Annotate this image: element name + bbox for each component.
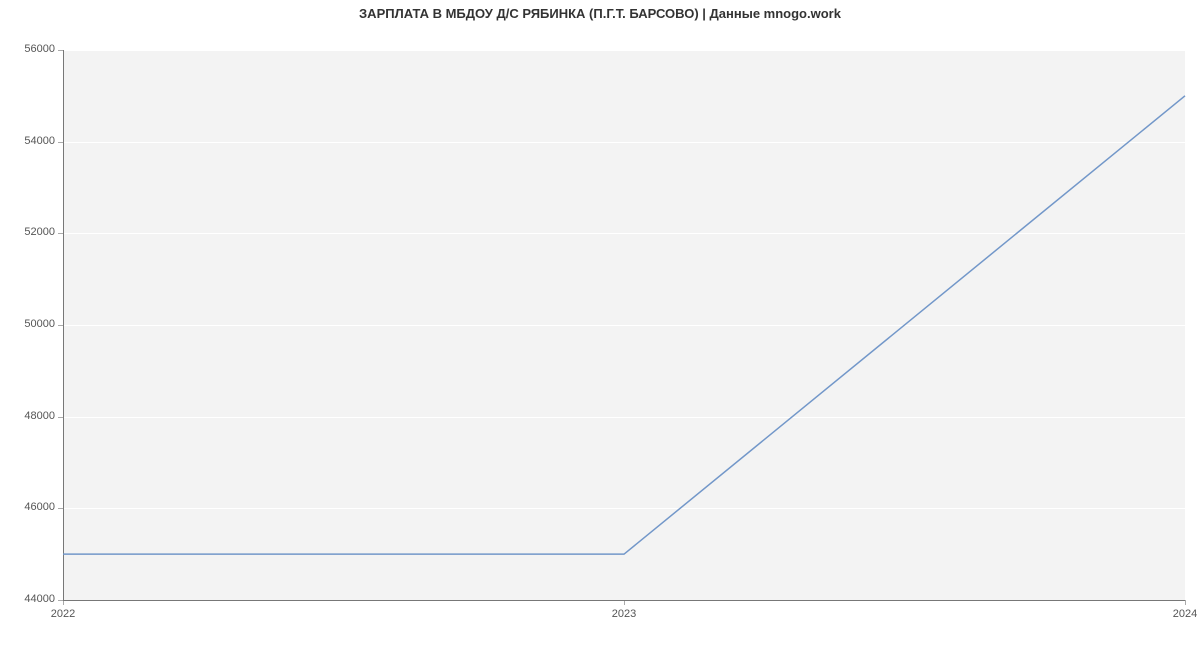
series-layer <box>0 0 1200 650</box>
chart-container: ЗАРПЛАТА В МБДОУ Д/С РЯБИНКА (П.Г.Т. БАР… <box>0 0 1200 650</box>
series-line <box>63 96 1185 554</box>
